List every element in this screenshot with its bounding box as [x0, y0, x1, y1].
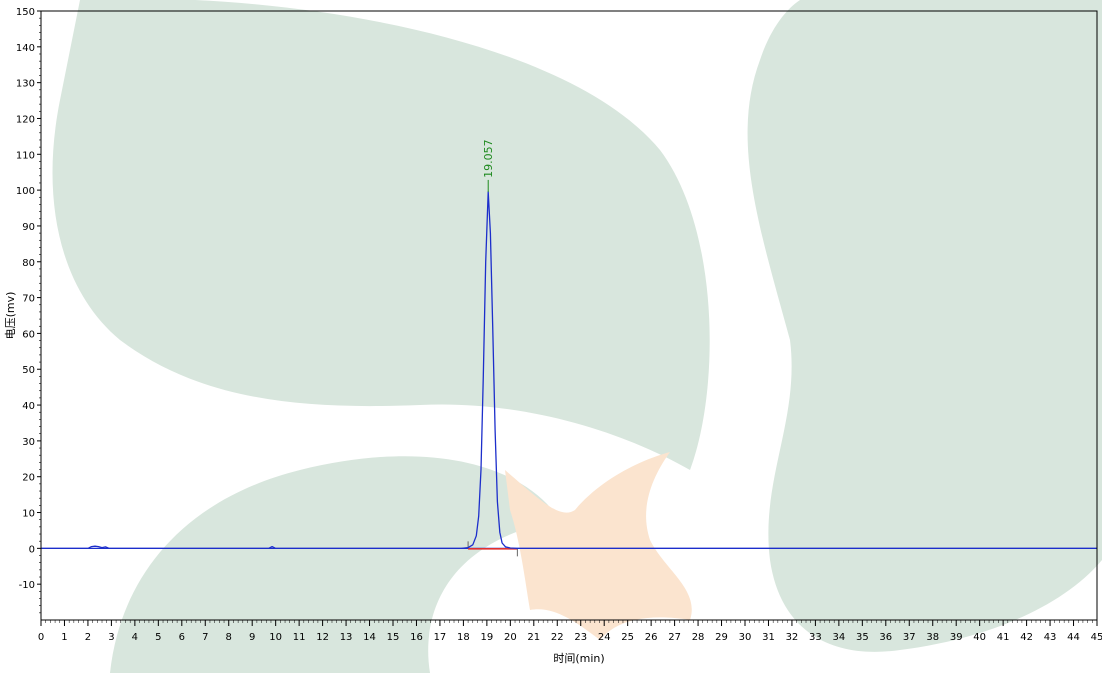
x-tick-label: 1	[61, 632, 67, 643]
x-tick-label: 5	[155, 632, 161, 643]
x-tick-label: 28	[692, 632, 705, 643]
x-tick-label: 20	[504, 632, 517, 643]
x-axis-title: 时间(min)	[553, 652, 604, 665]
y-tick-label: 120	[16, 114, 35, 125]
watermark-bird	[505, 452, 692, 640]
x-tick-label: 29	[715, 632, 728, 643]
x-tick-label: 6	[179, 632, 185, 643]
x-tick-label: 22	[551, 632, 564, 643]
x-tick-label: 42	[1020, 632, 1033, 643]
watermark-leaf-top	[53, 0, 710, 470]
x-tick-label: 31	[762, 632, 775, 643]
x-tick-label: 3	[108, 632, 114, 643]
y-tick-label: 50	[22, 365, 35, 376]
x-tick-label: 45	[1091, 632, 1102, 643]
x-tick-label: 25	[621, 632, 634, 643]
x-tick-label: 8	[226, 632, 232, 643]
y-tick-label: 130	[16, 79, 35, 90]
y-tick-label: 60	[22, 329, 35, 340]
x-tick-label: 30	[739, 632, 752, 643]
x-tick-label: 43	[1044, 632, 1057, 643]
peak-label: 19.057	[482, 139, 495, 177]
x-tick-label: 18	[457, 632, 470, 643]
x-tick-label: 41	[997, 632, 1010, 643]
x-tick-label: 13	[340, 632, 353, 643]
watermark-logo	[53, 0, 1102, 673]
y-tick-label: 70	[22, 294, 35, 305]
x-tick-label: 26	[645, 632, 658, 643]
x-tick-label: 40	[973, 632, 986, 643]
y-tick-label: 80	[22, 258, 35, 269]
x-tick-label: 23	[574, 632, 587, 643]
x-tick-label: 27	[668, 632, 681, 643]
y-tick-label: 0	[29, 544, 35, 555]
watermark-leaf-right	[748, 0, 1102, 652]
x-tick-label: 39	[950, 632, 963, 643]
x-tick-label: 9	[249, 632, 255, 643]
x-tick-label: 2	[85, 632, 91, 643]
x-tick-label: 21	[527, 632, 540, 643]
x-tick-label: 37	[903, 632, 916, 643]
y-tick-label: 40	[22, 401, 35, 412]
y-tick-label: 140	[16, 43, 35, 54]
x-tick-label: 17	[434, 632, 447, 643]
x-tick-label: 11	[293, 632, 306, 643]
x-tick-label: 7	[202, 632, 208, 643]
x-tick-label: 24	[598, 632, 611, 643]
x-tick-label: 36	[879, 632, 892, 643]
y-tick-label: 90	[22, 222, 35, 233]
y-tick-label: -10	[19, 580, 35, 591]
x-tick-label: 12	[316, 632, 329, 643]
x-tick-label: 15	[387, 632, 400, 643]
x-tick-label: 44	[1067, 632, 1080, 643]
y-tick-label: 20	[22, 473, 35, 484]
x-tick-label: 0	[38, 632, 44, 643]
x-tick-label: 32	[786, 632, 799, 643]
x-tick-label: 4	[132, 632, 138, 643]
x-tick-label: 16	[410, 632, 423, 643]
x-tick-label: 33	[809, 632, 822, 643]
y-tick-label: 30	[22, 437, 35, 448]
y-tick-label: 150	[16, 7, 35, 18]
x-tick-label: 19	[480, 632, 493, 643]
x-tick-label: 10	[269, 632, 282, 643]
y-tick-label: 100	[16, 186, 35, 197]
y-tick-label: 110	[16, 150, 35, 161]
y-tick-label: 10	[22, 509, 35, 520]
x-tick-label: 38	[926, 632, 939, 643]
x-tick-label: 14	[363, 632, 376, 643]
x-tick-label: 35	[856, 632, 869, 643]
y-axis-title: 电压(mv)	[4, 292, 17, 340]
x-tick-label: 34	[832, 632, 845, 643]
